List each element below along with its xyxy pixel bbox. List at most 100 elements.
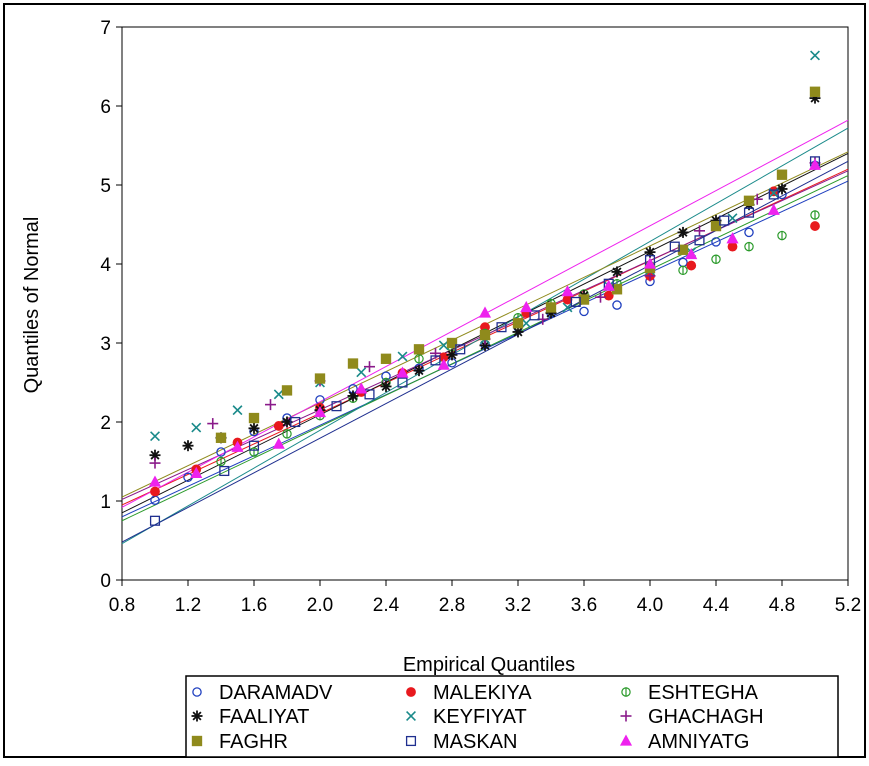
point-faghr <box>413 344 425 355</box>
point-malekiya <box>686 260 697 271</box>
legend-marker-daramadv <box>192 687 202 697</box>
legend-marker-maskan <box>405 735 417 747</box>
x-axis-label: Empirical Quantiles <box>403 654 575 676</box>
point-amniyatg <box>313 405 327 418</box>
point-faghr <box>479 329 491 341</box>
point-ghachagh <box>265 399 276 411</box>
legend-marker-amniyatg <box>619 734 633 746</box>
point-keyfiyat <box>810 50 820 61</box>
point-eshtegha <box>711 254 721 264</box>
point-faghr <box>248 412 260 424</box>
point-malekiya <box>810 221 820 231</box>
point-amniyatg <box>520 300 533 313</box>
y-tick-label: 6 <box>100 97 111 118</box>
point-maskan <box>496 322 507 333</box>
point-daramadv <box>711 237 721 247</box>
legend-marker-faghr <box>191 735 203 747</box>
point-ghachagh <box>430 347 441 359</box>
x-tick-label: 2.8 <box>439 595 465 616</box>
legend-label-daramadv: DARAMADV <box>219 682 333 704</box>
legend-marker-ghachagh <box>620 710 632 722</box>
legend-label-maskan: MASKAN <box>433 731 517 753</box>
point-daramadv <box>579 306 589 317</box>
point-faghr <box>314 373 326 384</box>
legend-label-keyfiyat: KEYFIYAT <box>433 706 527 728</box>
point-faghr <box>710 220 722 232</box>
y-axis-ticks: 0 1 2 3 4 5 6 7 <box>100 18 122 592</box>
point-eshtegha <box>777 230 787 241</box>
point-faaliyat <box>413 365 425 377</box>
point-faghr <box>512 318 524 329</box>
x-tick-label: 1.2 <box>175 595 201 616</box>
legend-label-eshtegha: ESHTEGHA <box>648 682 759 704</box>
point-maskan <box>248 440 260 451</box>
point-keyfiyat <box>438 340 449 351</box>
legend-marker-malekiya <box>406 687 416 697</box>
point-faaliyat <box>380 380 392 392</box>
point-eshtegha <box>414 354 424 364</box>
point-maskan <box>719 215 730 226</box>
x-tick-label: 3.6 <box>571 595 597 616</box>
point-maskan <box>149 515 161 526</box>
legend-label-amniyatg: AMNIYATG <box>648 731 749 753</box>
point-eshtegha <box>744 241 754 252</box>
point-malekiya <box>562 294 573 305</box>
x-tick-label: 4.8 <box>769 595 795 616</box>
legend-label-faaliyat: FAALIYAT <box>219 706 309 728</box>
point-maskan <box>694 235 705 246</box>
y-tick-label: 1 <box>100 492 111 513</box>
point-faaliyat <box>512 326 524 338</box>
point-daramadv <box>744 227 754 238</box>
point-keyfiyat <box>191 422 202 433</box>
point-amniyatg <box>643 257 657 269</box>
point-faghr <box>677 244 689 255</box>
point-eshtegha <box>216 456 226 467</box>
point-malekiya <box>727 241 738 252</box>
point-amniyatg <box>190 466 203 478</box>
point-keyfiyat <box>397 351 408 362</box>
x-tick-label: 4.4 <box>703 595 730 616</box>
legend-label-faghr: FAGHR <box>219 731 288 753</box>
legend-label-ghachagh: GHACHAGH <box>648 706 764 728</box>
y-tick-label: 3 <box>100 334 111 355</box>
x-tick-label: 0.8 <box>109 595 135 616</box>
point-faghr <box>809 86 821 97</box>
legend-marker-eshtegha <box>621 687 631 697</box>
legend-marker-faaliyat <box>191 710 203 722</box>
point-ghachagh <box>149 457 161 469</box>
point-faghr <box>380 353 392 364</box>
point-amniyatg <box>726 232 739 244</box>
point-faghr <box>215 432 227 443</box>
y-tick-label: 0 <box>100 571 111 592</box>
x-axis-ticks: 0.8 1.2 1.6 2.0 2.4 2.8 3.2 3.6 4.0 4.4 4.8 5.2 <box>109 580 861 616</box>
point-amniyatg <box>478 306 492 318</box>
x-tick-label: 4.0 <box>637 595 663 616</box>
point-ghachagh <box>207 418 219 430</box>
point-ghachagh <box>595 291 606 303</box>
point-keyfiyat <box>521 318 532 329</box>
point-keyfiyat <box>232 405 243 416</box>
point-amniyatg <box>685 247 698 260</box>
point-eshtegha <box>249 447 259 457</box>
point-eshtegha <box>678 265 688 276</box>
point-maskan <box>768 189 779 200</box>
x-tick-label: 1.6 <box>241 595 267 616</box>
legend-label-malekiya: MALEKIYA <box>433 682 532 704</box>
point-maskan <box>331 401 342 412</box>
point-maskan <box>529 310 540 321</box>
point-keyfiyat <box>150 431 160 442</box>
point-faghr <box>347 358 359 369</box>
point-amniyatg <box>561 285 574 297</box>
point-faaliyat <box>248 422 260 434</box>
point-maskan <box>219 465 230 477</box>
point-amniyatg <box>602 279 615 291</box>
point-amniyatg <box>767 203 780 215</box>
point-keyfiyat <box>356 367 367 378</box>
y-axis-label: Quantiles of Normal <box>21 217 43 394</box>
point-malekiya <box>603 290 614 301</box>
point-amniyatg <box>231 440 244 452</box>
point-ghachagh <box>694 225 705 237</box>
point-amniyatg <box>355 382 368 394</box>
point-malekiya <box>273 421 284 431</box>
legend: DARAMADV MALEKIYA ESHTEGHA FAALIYAT KEYFIYAT… <box>191 682 764 753</box>
